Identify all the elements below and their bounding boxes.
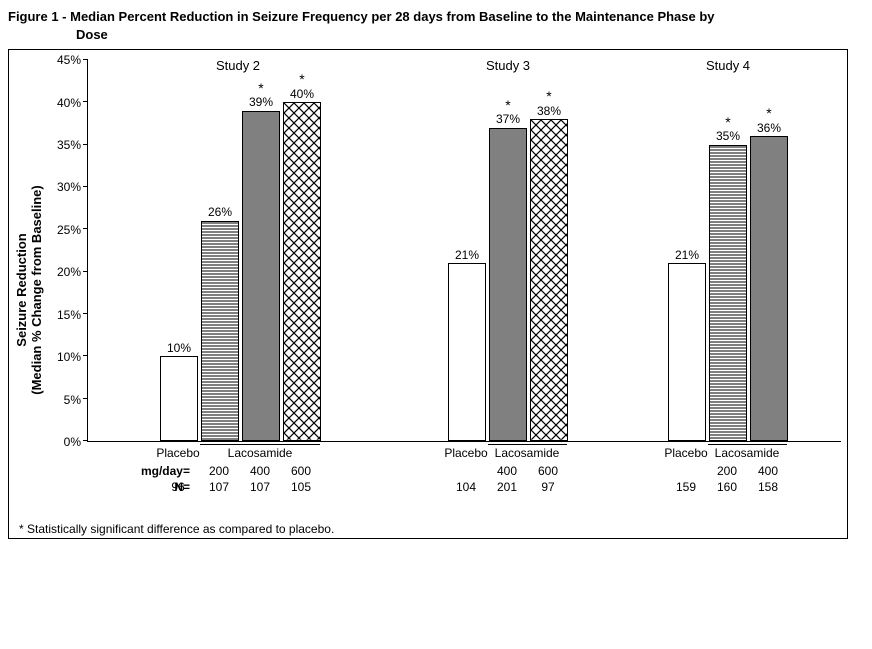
group-title: Study 2 xyxy=(216,58,260,73)
lacosamide-label: Lacosamide xyxy=(495,446,560,460)
y-tick-mark xyxy=(83,144,88,145)
bar xyxy=(160,356,198,441)
dose-value: 400 xyxy=(250,464,270,478)
significance-star-icon: * xyxy=(749,105,789,121)
dose-value: 200 xyxy=(717,464,737,478)
lacosamide-rule xyxy=(708,444,787,445)
y-tick-mark xyxy=(83,271,88,272)
y-tick-label: 5% xyxy=(64,393,81,407)
y-tick-mark xyxy=(83,101,88,102)
n-value: 107 xyxy=(209,480,229,494)
n-value: 107 xyxy=(250,480,270,494)
bar xyxy=(448,263,486,441)
footnote: * Statistically significant difference a… xyxy=(15,522,841,536)
lacosamide-rule xyxy=(488,444,567,445)
y-tick-label: 35% xyxy=(57,138,81,152)
y-axis-label-column: Seizure Reduction (Median % Change from … xyxy=(15,60,45,520)
y-tick-mark xyxy=(83,440,88,441)
dose-value: 600 xyxy=(291,464,311,478)
n-value: 105 xyxy=(291,480,311,494)
chart-frame: Seizure Reduction (Median % Change from … xyxy=(8,49,848,539)
bar-value-label: 21% xyxy=(657,249,717,262)
plot-area: Study 210%26%39%*40%*Study 321%37%*38%*S… xyxy=(87,60,841,520)
y-axis-label: Seizure Reduction (Median % Change from … xyxy=(15,185,45,394)
y-tick-mark xyxy=(83,59,88,60)
dose-row-label: mg/day= xyxy=(141,464,190,478)
category-label: Placebo xyxy=(156,446,199,460)
bar-value-label: 10% xyxy=(149,342,209,355)
bar-value-label: 21% xyxy=(437,249,497,262)
group-title: Study 4 xyxy=(706,58,750,73)
n-row-label: N= xyxy=(174,480,190,494)
n-value: 158 xyxy=(758,480,778,494)
y-ticks-column: 0%5%10%15%20%25%30%35%40%45% xyxy=(45,60,87,442)
caption-line1: Median Percent Reduction in Seizure Freq… xyxy=(70,9,714,24)
y-axis-label-line2: (Median % Change from Baseline) xyxy=(29,185,44,394)
plot-region: Study 210%26%39%*40%*Study 321%37%*38%*S… xyxy=(87,60,841,442)
y-tick-label: 40% xyxy=(57,96,81,110)
bar xyxy=(709,145,747,441)
y-tick-mark xyxy=(83,355,88,356)
y-tick-mark xyxy=(83,398,88,399)
figure-caption: Figure 1 - Median Percent Reduction in S… xyxy=(8,8,864,43)
bar xyxy=(668,263,706,441)
dose-value: 200 xyxy=(209,464,229,478)
y-tick-mark xyxy=(83,228,88,229)
category-label: Placebo xyxy=(444,446,487,460)
dose-value: 400 xyxy=(497,464,517,478)
lacosamide-label: Lacosamide xyxy=(715,446,780,460)
bar-value-label: 26% xyxy=(190,206,250,219)
bar-value-label: 38% xyxy=(519,105,579,118)
y-tick-mark xyxy=(83,186,88,187)
bar xyxy=(530,119,568,441)
y-tick-label: 20% xyxy=(57,265,81,279)
bar xyxy=(242,111,280,441)
below-axis-area: PlaceboLacosamide96200107400107600105Pla… xyxy=(87,442,841,520)
y-tick-label: 30% xyxy=(57,180,81,194)
n-value: 160 xyxy=(717,480,737,494)
significance-star-icon: * xyxy=(529,88,569,104)
lacosamide-rule xyxy=(200,444,320,445)
n-value: 104 xyxy=(456,480,476,494)
bar xyxy=(489,128,527,441)
y-tick-mark xyxy=(83,313,88,314)
bar xyxy=(201,221,239,441)
bar-value-label: 40% xyxy=(272,88,332,101)
y-tick-label: 25% xyxy=(57,223,81,237)
y-tick-label: 15% xyxy=(57,308,81,322)
y-tick-label: 45% xyxy=(57,53,81,67)
y-tick-label: 10% xyxy=(57,350,81,364)
dose-value: 600 xyxy=(538,464,558,478)
group-title: Study 3 xyxy=(486,58,530,73)
n-value: 201 xyxy=(497,480,517,494)
n-value: 159 xyxy=(676,480,696,494)
n-value: 97 xyxy=(541,480,554,494)
caption-line2: Dose xyxy=(76,26,864,44)
bars-layer: Study 210%26%39%*40%*Study 321%37%*38%*S… xyxy=(88,60,841,441)
y-axis-label-line1: Seizure Reduction xyxy=(14,233,29,346)
dose-value: 400 xyxy=(758,464,778,478)
y-tick-label: 0% xyxy=(64,435,81,449)
lacosamide-label: Lacosamide xyxy=(228,446,293,460)
bar xyxy=(750,136,788,441)
caption-prefix: Figure 1 - xyxy=(8,9,70,24)
bar xyxy=(283,102,321,441)
chart-body: Seizure Reduction (Median % Change from … xyxy=(15,60,841,520)
significance-star-icon: * xyxy=(282,71,322,87)
bar-value-label: 36% xyxy=(739,122,799,135)
category-label: Placebo xyxy=(664,446,707,460)
